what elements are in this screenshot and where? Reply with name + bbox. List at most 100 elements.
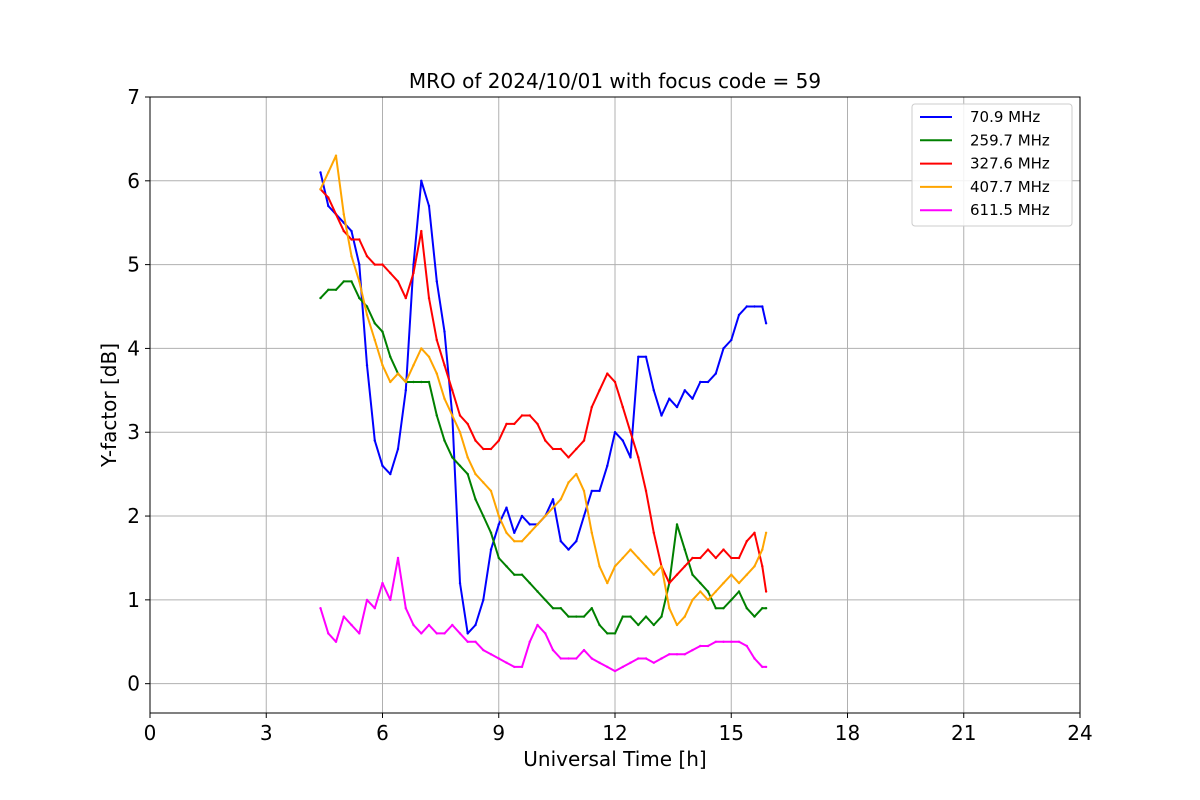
data-point — [613, 669, 617, 673]
data-point — [327, 171, 330, 174]
y-axis-label: Y-factor [dB] — [97, 343, 121, 468]
data-point — [567, 456, 570, 459]
legend-label-4: 611.5 MHz — [970, 201, 1050, 219]
data-point — [691, 397, 694, 400]
data-point — [637, 623, 640, 627]
data-point — [575, 615, 578, 618]
data-point — [652, 661, 655, 664]
data-point — [621, 439, 624, 442]
data-point — [466, 456, 469, 459]
data-point — [350, 623, 353, 627]
data-point — [745, 305, 748, 308]
data-point — [675, 573, 679, 576]
data-point — [652, 389, 655, 392]
data-point — [358, 238, 361, 241]
data-point — [420, 632, 423, 635]
data-point — [582, 615, 586, 618]
data-point — [606, 632, 609, 635]
data-point — [334, 640, 338, 643]
data-point — [714, 640, 717, 643]
data-point — [613, 431, 617, 434]
data-point — [559, 657, 562, 660]
x-tick-label: 21 — [951, 721, 976, 745]
data-point — [396, 280, 400, 283]
data-point — [730, 556, 733, 560]
data-point — [396, 372, 400, 375]
data-point — [373, 338, 376, 342]
data-point — [443, 330, 446, 333]
data-point — [520, 665, 524, 669]
data-point — [396, 556, 400, 560]
data-point — [668, 581, 671, 585]
data-point — [637, 657, 640, 660]
data-point — [443, 397, 446, 400]
data-point — [443, 632, 446, 635]
data-point — [567, 481, 570, 484]
data-point — [513, 531, 516, 534]
data-point — [451, 389, 454, 392]
data-point — [365, 364, 369, 367]
data-point — [373, 263, 376, 266]
data-point — [466, 640, 469, 643]
data-point — [714, 556, 717, 560]
data-point — [528, 523, 531, 526]
data-point — [381, 330, 384, 333]
data-point — [722, 548, 725, 551]
data-point — [365, 313, 369, 317]
data-point — [761, 607, 764, 610]
data-point — [606, 581, 609, 585]
x-tick-label: 15 — [719, 721, 744, 745]
data-point — [606, 372, 609, 375]
data-point — [644, 565, 648, 568]
data-point — [753, 615, 756, 618]
x-tick-label: 3 — [260, 721, 273, 745]
data-point — [629, 615, 632, 618]
data-point — [652, 573, 655, 576]
data-point — [389, 598, 392, 602]
data-point — [745, 573, 748, 576]
y-tick-label: 7 — [127, 85, 140, 109]
data-point — [358, 280, 361, 283]
data-point — [482, 447, 485, 451]
data-point — [489, 447, 493, 451]
data-point — [745, 540, 748, 543]
data-point — [342, 280, 345, 283]
data-point — [714, 372, 717, 375]
x-tick-label: 24 — [1067, 721, 1092, 745]
series-line-4 — [319, 557, 767, 673]
data-point — [598, 389, 601, 392]
data-point — [706, 380, 710, 384]
data-point — [536, 623, 539, 627]
data-point — [753, 565, 756, 568]
data-point — [528, 531, 531, 534]
data-point — [551, 607, 555, 610]
data-point — [513, 422, 516, 426]
data-point — [389, 271, 392, 275]
x-tick-label: 12 — [602, 721, 627, 745]
data-point — [319, 188, 322, 191]
data-point — [745, 607, 748, 610]
x-tick-label: 6 — [376, 721, 389, 745]
data-point — [730, 640, 733, 643]
data-point — [505, 506, 508, 509]
data-point — [582, 648, 586, 652]
data-point — [598, 661, 601, 664]
data-point — [420, 347, 423, 350]
data-point — [365, 598, 369, 602]
data-point — [482, 514, 485, 518]
y-tick-label: 5 — [127, 253, 140, 277]
data-point — [590, 531, 593, 534]
data-point — [466, 422, 469, 426]
data-point — [764, 322, 768, 325]
data-point — [427, 355, 431, 358]
data-point — [489, 489, 493, 493]
data-point — [559, 540, 562, 543]
data-point — [544, 514, 547, 518]
data-point — [404, 380, 407, 384]
data-point — [660, 657, 663, 660]
data-point — [427, 296, 431, 300]
data-point — [381, 581, 384, 585]
data-point — [520, 514, 524, 518]
data-point — [699, 590, 702, 593]
x-tick-label: 9 — [492, 721, 505, 745]
